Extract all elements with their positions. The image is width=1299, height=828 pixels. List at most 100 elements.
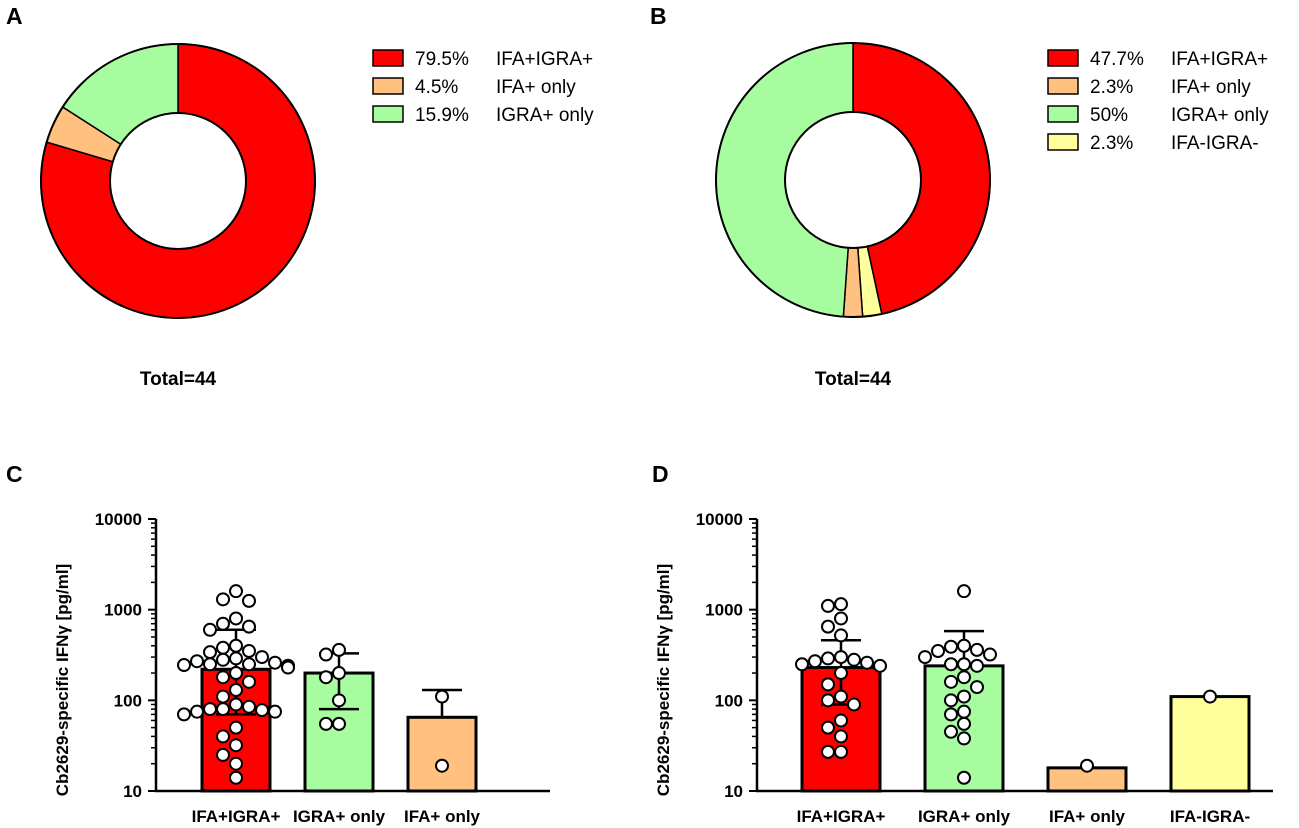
data-point [873, 658, 887, 673]
donut-hole [784, 111, 922, 249]
data-point [229, 666, 243, 681]
data-point [203, 657, 217, 672]
legend-label: IFA-IGRA- [1171, 133, 1259, 154]
data-point [1203, 689, 1217, 704]
data-point [190, 704, 204, 719]
panel-c-letter: C [6, 461, 23, 487]
data-point [229, 738, 243, 753]
data-point [203, 645, 217, 660]
data-point [957, 638, 971, 653]
data-point [319, 647, 333, 662]
data-point [834, 628, 848, 643]
bar-ifa-igra- [1169, 695, 1251, 793]
data-point [255, 650, 269, 665]
y-axis-label: Cb2629-specific IFNγ [pg/ml] [654, 564, 673, 796]
panel-b-donut-chart: 47.7% IFA+IGRA+ 2.3% IFA+ only 50% IGRA+ only… [715, 42, 1269, 390]
legend-value: 4.5% [415, 77, 458, 98]
total-label: Total=44 [140, 369, 217, 390]
data-point [944, 674, 958, 689]
panel-b-letter: B [650, 3, 667, 29]
data-point [216, 729, 230, 744]
data-point [834, 611, 848, 626]
donut-outer-ring [40, 43, 316, 319]
x-category-label: IGRA+ only [918, 807, 1011, 826]
data-point [918, 650, 932, 665]
data-point [860, 655, 874, 670]
data-point [834, 689, 848, 704]
donut-hole [109, 112, 247, 250]
data-point [229, 611, 243, 626]
data-point [808, 654, 822, 669]
legend-label: IFA+ only [496, 77, 576, 98]
data-point [216, 640, 230, 655]
legend-value: 15.9% [415, 105, 469, 126]
data-point [957, 716, 971, 731]
data-point [242, 657, 256, 672]
y-tick-label: 100 [114, 691, 142, 710]
data-point [242, 619, 256, 634]
data-point [821, 598, 835, 613]
data-point [177, 658, 191, 673]
x-category-label: IFA+ only [404, 807, 481, 826]
data-point [834, 666, 848, 681]
data-point [970, 658, 984, 673]
data-point [281, 660, 295, 675]
data-point [957, 670, 971, 685]
data-point [970, 642, 984, 657]
data-point [821, 744, 835, 759]
data-point [834, 729, 848, 744]
legend-swatch [1047, 49, 1079, 67]
data-point [229, 651, 243, 666]
data-point [821, 651, 835, 666]
legend-label: IFA+IGRA+ [496, 49, 593, 70]
total-label: Total=44 [815, 369, 892, 390]
data-point [834, 744, 848, 759]
data-point [944, 693, 958, 708]
data-point [957, 689, 971, 704]
data-point [216, 652, 230, 667]
data-point [944, 724, 958, 739]
legend-label: IFA+IGRA+ [1171, 49, 1268, 70]
y-tick-label: 1000 [104, 601, 142, 620]
data-point [435, 689, 449, 704]
data-point [834, 713, 848, 728]
data-point [970, 680, 984, 695]
data-point [229, 584, 243, 599]
data-point [216, 592, 230, 607]
data-point [190, 654, 204, 669]
legend-value: 47.7% [1090, 49, 1144, 70]
data-point [847, 697, 861, 712]
legend-label: IFA+ only [1171, 77, 1251, 98]
y-tick-label: 10000 [696, 510, 743, 529]
data-point [435, 758, 449, 773]
data-point [821, 693, 835, 708]
x-category-label: IFA+IGRA+ [797, 807, 886, 826]
y-axis-label: Cb2629-specific IFNγ [pg/ml] [53, 564, 72, 796]
data-point [216, 689, 230, 704]
legend-label: IGRA+ only [1171, 105, 1269, 126]
y-tick-label: 10000 [95, 510, 142, 529]
legend-label: IGRA+ only [496, 105, 594, 126]
data-point [242, 699, 256, 714]
data-point [834, 650, 848, 665]
data-point [957, 584, 971, 599]
data-point [332, 642, 346, 657]
data-point [242, 644, 256, 659]
x-category-label: IFA+ only [1049, 807, 1126, 826]
x-category-label: IFA+IGRA+ [192, 807, 281, 826]
data-point [821, 677, 835, 692]
data-point [177, 707, 191, 722]
data-point [944, 639, 958, 654]
data-point [319, 670, 333, 685]
data-point [319, 716, 333, 731]
data-point [268, 655, 282, 670]
y-tick-label: 10 [724, 782, 743, 801]
data-point [1080, 758, 1094, 773]
data-point [229, 638, 243, 653]
data-point [931, 644, 945, 659]
data-point [957, 731, 971, 746]
legend-swatch [372, 77, 404, 95]
data-point [957, 770, 971, 785]
legend-value: 2.3% [1090, 133, 1133, 154]
